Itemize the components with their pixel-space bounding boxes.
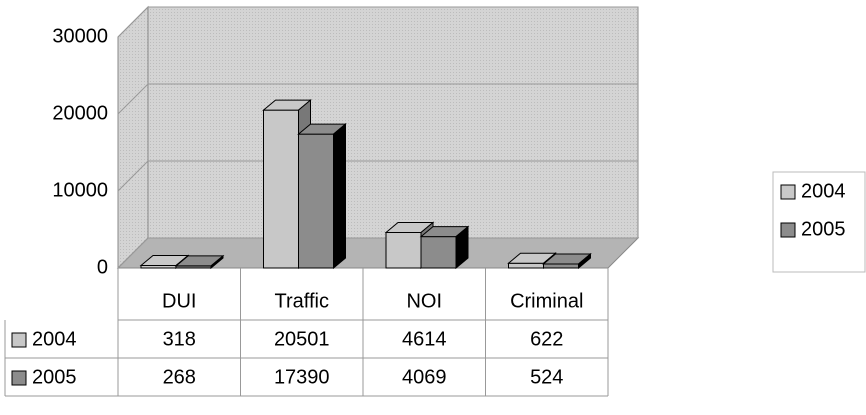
- grid-line-side: [117, 83, 149, 115]
- bar-side: [578, 252, 591, 270]
- x-tick-label: NOI: [406, 290, 442, 312]
- bar-side: [333, 123, 346, 270]
- table-value: 17390: [274, 366, 330, 388]
- x-tick-label: Criminal: [510, 290, 583, 312]
- back-wall: [147, 6, 639, 239]
- bar-side: [210, 254, 224, 270]
- bar-side: [455, 225, 469, 270]
- grid-line-side: [117, 237, 149, 269]
- grid-line-side: [117, 6, 149, 38]
- bar-front: [263, 109, 299, 269]
- table-value: 622: [530, 328, 563, 350]
- x-tick-label: DUI: [162, 290, 196, 312]
- legend-swatch: [780, 184, 796, 200]
- row-label: 2004: [32, 328, 77, 350]
- table-value: 20501: [274, 328, 330, 350]
- bar-front: [508, 262, 544, 269]
- bar-front: [543, 263, 579, 269]
- bar-front: [420, 236, 457, 269]
- table-value: 318: [163, 328, 196, 350]
- grid-line-side: [117, 160, 149, 192]
- bar-front: [298, 133, 334, 269]
- table-value: 524: [530, 366, 563, 388]
- y-tick-label: 20000: [52, 102, 108, 124]
- table-value: 4614: [402, 328, 447, 350]
- y-tick-label: 0: [97, 256, 108, 278]
- bar: [419, 225, 470, 270]
- bar: [297, 123, 347, 270]
- table-value: 268: [163, 366, 196, 388]
- x-tick-label: Traffic: [275, 290, 329, 312]
- bar: [542, 252, 592, 270]
- bar: [384, 221, 435, 270]
- legend-label: 2004: [801, 180, 846, 202]
- bar: [174, 254, 225, 270]
- bar-front: [385, 231, 422, 269]
- row-swatch: [11, 370, 27, 386]
- legend-swatch: [780, 222, 796, 238]
- y-tick-label: 30000: [52, 25, 108, 47]
- row-label: 2005: [32, 366, 77, 388]
- y-tick-label: 10000: [52, 179, 108, 201]
- side-wall: [117, 5, 149, 270]
- table-value: 4069: [402, 366, 447, 388]
- row-swatch: [11, 332, 27, 348]
- legend-label: 2005: [801, 218, 846, 240]
